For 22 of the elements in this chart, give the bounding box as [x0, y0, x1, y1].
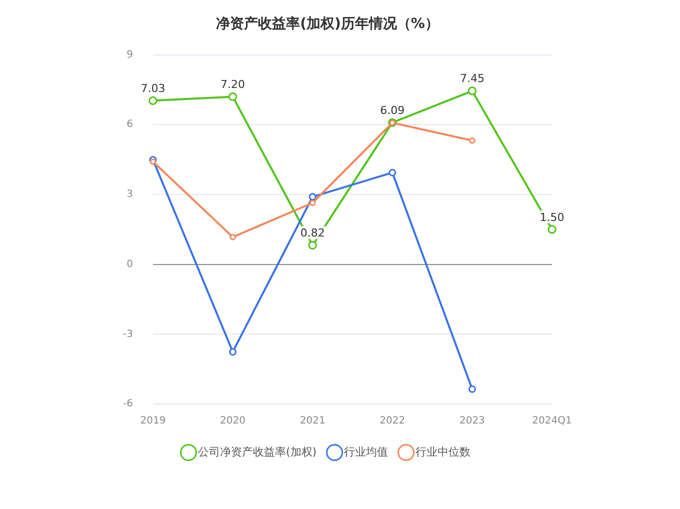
data-label: 7.20 — [220, 78, 246, 92]
legend-label: 行业均值 — [344, 445, 388, 458]
data-label: 1.50 — [540, 210, 564, 224]
data-label: 7.03 — [140, 82, 166, 96]
y-tick-label: 9 — [126, 49, 133, 60]
x-tick-label: 2019 — [140, 416, 166, 427]
x-tick-label: 2022 — [380, 416, 406, 427]
data-label: 6.09 — [380, 104, 405, 117]
y-tick-label: 0 — [126, 258, 133, 270]
data-label: 0.82 — [300, 226, 325, 240]
x-tick-label: 2023 — [459, 416, 485, 427]
legend-label: 行业中位数 — [416, 445, 471, 458]
y-tick-label: -3 — [122, 328, 133, 340]
y-tick-label: 6 — [126, 119, 133, 130]
x-tick-label: 2021 — [300, 416, 326, 427]
x-tick-label: 2024Q1 — [532, 416, 572, 427]
y-tick-label: -6 — [122, 398, 133, 410]
legend-label: 公司净资产收益率(加权) — [198, 445, 317, 458]
data-label: 7.45 — [460, 72, 484, 86]
chart-title: 净资产收益率(加权)历年情况（%） — [216, 15, 439, 32]
y-tick-label: 3 — [126, 189, 133, 200]
x-tick-label: 2020 — [220, 416, 246, 427]
